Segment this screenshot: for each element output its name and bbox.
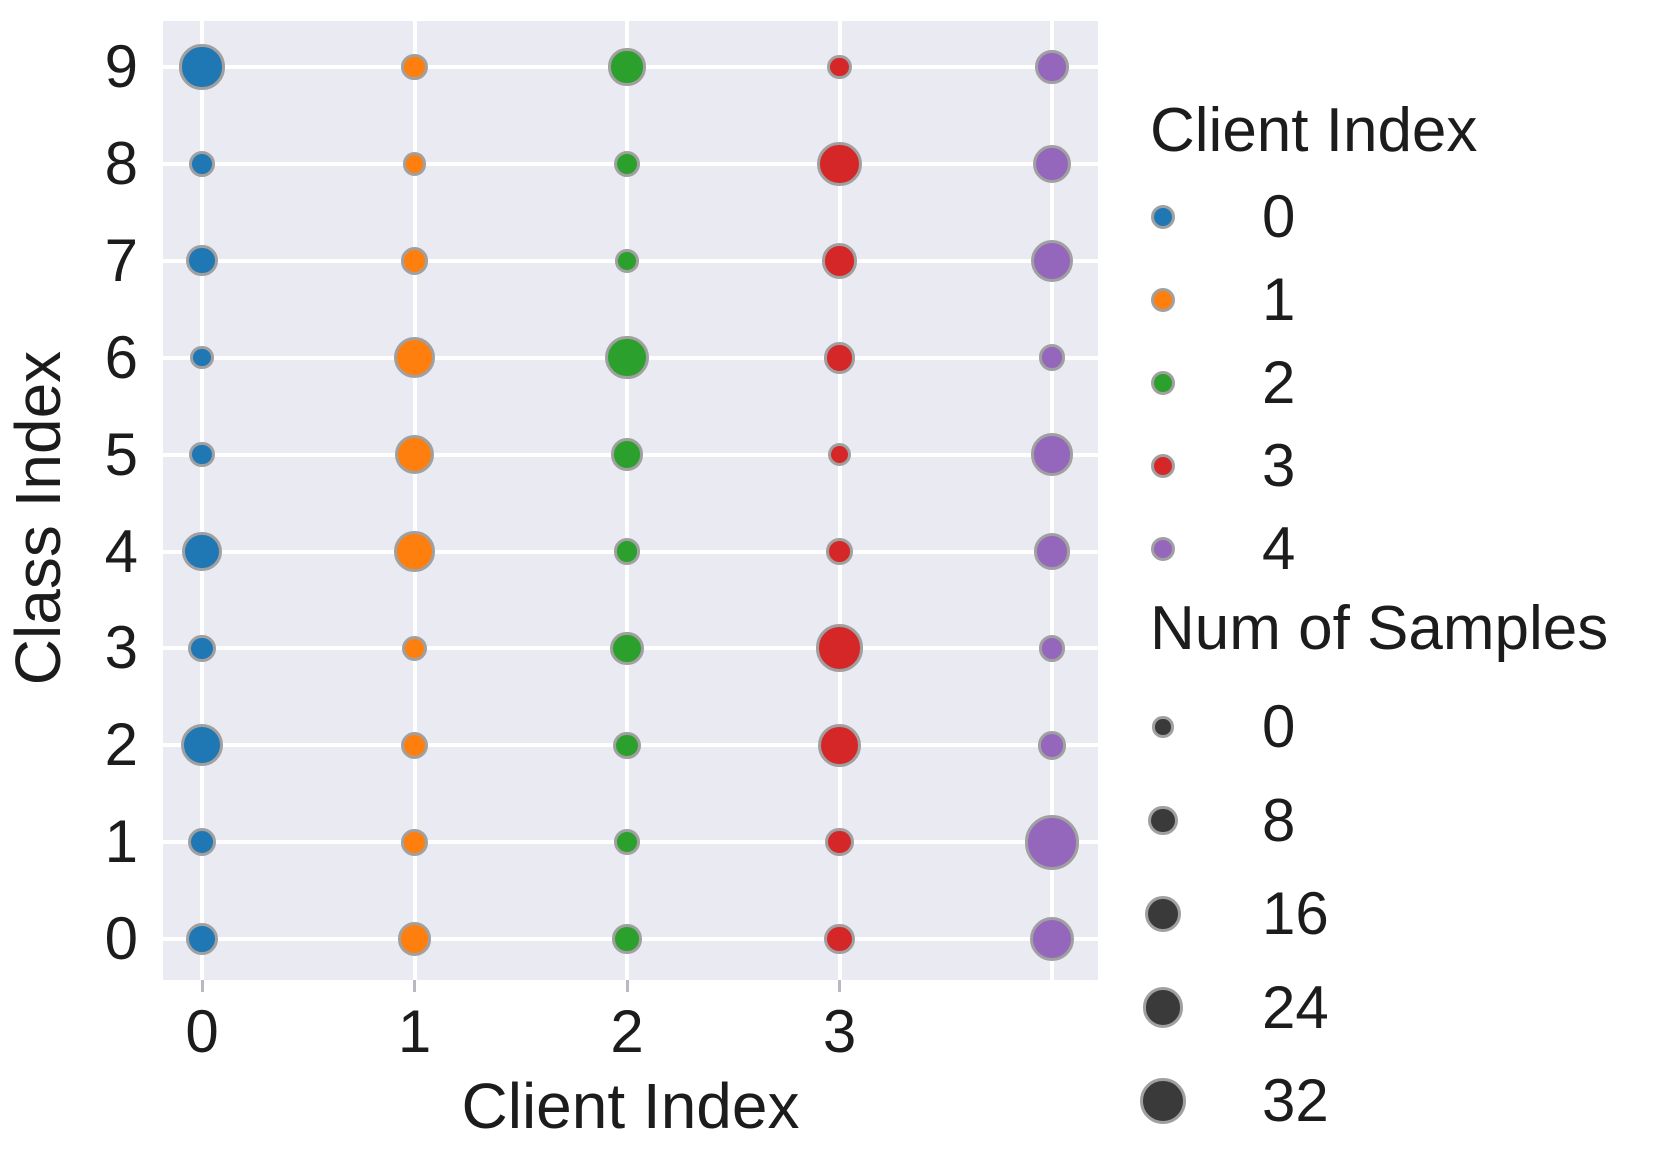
- data-bubble: [823, 341, 856, 374]
- gridline-vertical: [837, 21, 842, 980]
- data-bubble: [189, 441, 215, 468]
- x-tick-mark: [200, 980, 204, 992]
- data-bubble: [179, 44, 225, 90]
- data-bubble: [610, 631, 644, 666]
- legend-client-dot: [1151, 205, 1175, 229]
- data-bubble: [394, 531, 435, 572]
- data-bubble: [821, 242, 858, 279]
- y-tick-label: 4: [104, 517, 138, 585]
- gridline-vertical: [1050, 21, 1054, 980]
- data-bubble: [1030, 239, 1074, 282]
- data-bubble: [1038, 635, 1066, 662]
- data-bubble: [182, 531, 222, 572]
- legend-client-dot: [1151, 288, 1175, 312]
- data-bubble: [613, 538, 641, 565]
- x-tick-label: 1: [397, 998, 432, 1065]
- data-bubble: [608, 48, 646, 86]
- data-bubble: [188, 634, 216, 663]
- data-bubble: [1038, 344, 1066, 371]
- data-bubble: [400, 731, 429, 760]
- x-tick-mark: [838, 980, 841, 992]
- data-bubble: [1037, 731, 1067, 760]
- data-bubble: [401, 828, 428, 856]
- y-tick-label: 0: [104, 905, 138, 973]
- gridline-vertical: [200, 21, 204, 980]
- legend-client-label: 2: [1262, 349, 1296, 416]
- data-bubble: [394, 337, 435, 379]
- y-tick-label: 6: [104, 323, 138, 391]
- x-axis-label: Client Index: [461, 1070, 800, 1142]
- x-tick-mark: [625, 980, 629, 992]
- data-bubble: [180, 724, 224, 767]
- data-bubble: [1033, 533, 1071, 570]
- y-tick-label: 9: [104, 33, 138, 100]
- data-bubble: [188, 150, 216, 178]
- legend-client-dot: [1151, 537, 1175, 561]
- y-tick-label: 1: [104, 808, 138, 876]
- data-bubble: [613, 150, 641, 178]
- data-bubble: [824, 923, 855, 955]
- legend-size-label: 0: [1262, 693, 1296, 760]
- data-bubble: [815, 624, 864, 673]
- y-tick-label: 5: [104, 420, 138, 488]
- data-bubble: [614, 829, 640, 856]
- legend-size-dot: [1148, 805, 1178, 836]
- legend-client-label: 3: [1262, 432, 1296, 499]
- legend-size-dot: [1145, 896, 1181, 932]
- x-tick-mark: [413, 980, 416, 992]
- data-bubble: [190, 345, 214, 370]
- legend-size-label: 8: [1262, 786, 1296, 854]
- data-bubble: [187, 827, 217, 857]
- legend-size-dot: [1152, 716, 1174, 738]
- legend-size-label: 16: [1262, 880, 1329, 947]
- legend-client-dot: [1151, 371, 1175, 395]
- legend-client-title: Client Index: [1150, 96, 1478, 165]
- data-bubble: [185, 922, 219, 956]
- data-bubble: [400, 247, 429, 275]
- data-bubble: [610, 438, 644, 471]
- data-bubble: [613, 731, 641, 760]
- data-bubble: [401, 53, 428, 81]
- data-bubble: [615, 249, 639, 273]
- data-bubble: [186, 245, 218, 277]
- legend-client-label: 1: [1262, 266, 1296, 333]
- legend-size-label: 32: [1262, 1067, 1329, 1134]
- legend-client-label: 4: [1262, 515, 1296, 582]
- legend-client-dot: [1151, 454, 1175, 478]
- plot-panel: [163, 21, 1098, 980]
- data-bubble: [826, 538, 853, 565]
- data-bubble: [825, 827, 854, 857]
- y-tick-label: 7: [104, 226, 138, 294]
- legend-client-label: 0: [1262, 183, 1296, 250]
- data-bubble: [1035, 50, 1069, 84]
- gridline-vertical: [412, 21, 417, 980]
- data-bubble: [818, 723, 861, 767]
- data-bubble: [1029, 916, 1075, 962]
- x-tick-label: 2: [610, 998, 644, 1065]
- data-bubble: [605, 335, 649, 380]
- legend-size-label: 24: [1262, 973, 1329, 1041]
- data-bubble: [394, 434, 435, 475]
- data-bubble: [1024, 814, 1080, 870]
- legend-size-dot: [1140, 1078, 1186, 1124]
- data-bubble: [1032, 144, 1072, 184]
- y-tick-label: 2: [104, 711, 138, 779]
- y-tick-label: 8: [104, 129, 138, 197]
- legend-size-dot: [1142, 987, 1184, 1028]
- data-bubble: [817, 141, 862, 187]
- data-bubble: [402, 152, 427, 176]
- y-tick-label: 3: [104, 614, 138, 682]
- data-bubble: [612, 924, 642, 954]
- gridline-vertical: [625, 21, 629, 980]
- data-bubble: [1030, 433, 1074, 476]
- data-bubble: [827, 442, 852, 467]
- y-axis-label: Class Index: [2, 350, 74, 686]
- data-bubble: [397, 922, 432, 956]
- data-bubble: [401, 635, 428, 662]
- x-tick-label: 0: [185, 998, 219, 1065]
- legend-size-title: Num of Samples: [1150, 594, 1609, 663]
- x-tick-label: 3: [822, 998, 857, 1065]
- data-bubble: [827, 54, 852, 80]
